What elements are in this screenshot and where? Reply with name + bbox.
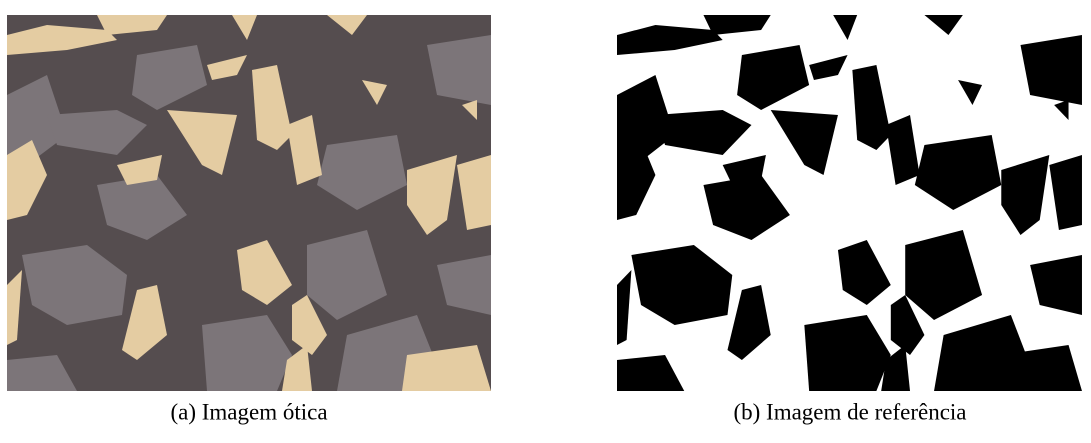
reference-image: [617, 15, 1082, 391]
figure: (a) Imagem ótica (b) Imagem de referênci…: [0, 0, 1091, 438]
caption: (b) Imagem de referência: [733, 399, 966, 424]
optical-image: [7, 15, 491, 391]
caption: (a) Imagem ótica: [170, 399, 327, 424]
